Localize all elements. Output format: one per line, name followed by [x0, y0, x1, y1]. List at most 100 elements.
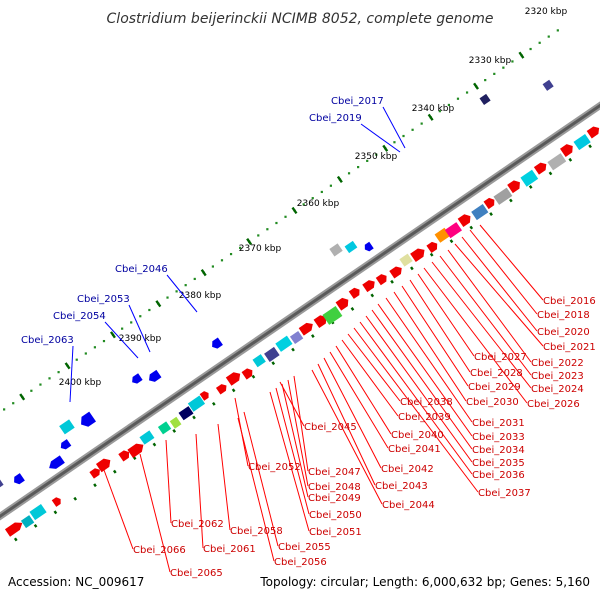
scale-dot [329, 184, 332, 187]
gene-label: Cbei_2033 [472, 432, 525, 443]
inner-tick [469, 225, 474, 230]
major-tick [473, 82, 479, 90]
gene-label: Cbei_2058 [230, 526, 283, 537]
scale-label: 2370 kbp [239, 244, 282, 254]
scale-label: 2340 kbp [412, 104, 455, 114]
gene-feature [362, 280, 375, 293]
scale-dot [465, 91, 469, 94]
scale-dot [556, 29, 559, 32]
gene-label: Cbei_2028 [470, 368, 523, 379]
scale-track: 2320 kbp 2330 kbp 2340 kbp 2350 kbp 2360 kbp… [3, 7, 592, 542]
gene-label: Cbei_2024 [531, 384, 584, 395]
gene-label: Cbei_2065 [170, 568, 223, 579]
scale-dot [257, 234, 260, 237]
label-leader [217, 423, 231, 531]
gene-label: Cbei_2039 [398, 412, 451, 423]
inner-tick [568, 157, 573, 162]
scale-dot [366, 159, 369, 162]
gene-arrow [4, 522, 23, 537]
label-leader [377, 303, 473, 437]
label-leader [69, 345, 74, 403]
gene-feature [547, 153, 567, 171]
inner-tick [548, 171, 553, 176]
gene-feature [127, 443, 144, 458]
gene-feature [49, 455, 65, 469]
gene-arrow [118, 450, 130, 462]
gene-arrow [60, 439, 72, 450]
gene-labels: Cbei_2017 Cbei_2019 Cbei_2046 Cbei_2053 Cbei… [21, 96, 596, 579]
gene-feature [14, 473, 25, 485]
label-leader [195, 433, 204, 549]
gene-arrow [95, 458, 111, 473]
gene-label: Cbei_2055 [278, 542, 331, 553]
gene-feature [483, 197, 495, 210]
gene-arrow [483, 197, 495, 210]
scale-dot [411, 128, 414, 131]
gene-feature [81, 411, 96, 427]
label-leader [323, 357, 382, 469]
gene-label: Cbei_2022 [531, 358, 584, 369]
label-leader [371, 309, 473, 450]
gene-label: Cbei_2030 [466, 397, 519, 408]
scale-dot [139, 315, 142, 318]
scale-label: 2330 kbp [469, 56, 512, 66]
scale-dot [57, 371, 60, 374]
scale-label: 2400 kbp [59, 378, 102, 388]
scale-dot [193, 277, 196, 281]
scale-dot [30, 389, 33, 392]
scale-label: 2360 kbp [297, 199, 340, 209]
gene-arrow [389, 266, 402, 279]
scale-dot [538, 41, 541, 44]
label-leader [409, 279, 471, 373]
gene-feature [215, 384, 227, 395]
scale-dot [93, 346, 97, 349]
label-leader [293, 375, 309, 472]
gene-label: Cbei_2020 [537, 327, 590, 338]
gene-label: Cbei_2050 [309, 510, 362, 521]
scale-dot [102, 339, 106, 343]
scale-dot [511, 60, 514, 63]
gene-box [169, 416, 182, 429]
gene-label: Cbei_2037 [478, 488, 531, 499]
gene-feature [542, 79, 554, 91]
gene-label: Cbei_2063 [21, 335, 74, 346]
gene-label: Cbei_2035 [472, 458, 525, 469]
inner-tick [231, 388, 236, 393]
gene-feature [444, 222, 462, 239]
gene-feature [493, 187, 513, 205]
scale-dot [130, 321, 133, 324]
scale-dot [184, 284, 187, 287]
major-tick [291, 206, 298, 215]
gene-box [252, 354, 266, 368]
scale-dot [48, 377, 51, 380]
gene-feature [335, 297, 349, 311]
gene-arrow [51, 497, 61, 507]
gene-feature [169, 416, 182, 429]
major-tick [64, 362, 71, 370]
label-leader [128, 304, 151, 353]
gene-arrow [560, 144, 573, 157]
scale-dot [311, 197, 314, 200]
scale-dot [493, 72, 496, 75]
label-leader [165, 439, 172, 524]
gene-feature [252, 354, 266, 368]
inner-tick [390, 279, 394, 284]
gene-label: Cbei_2052 [248, 462, 301, 473]
gene-arrow [348, 287, 360, 299]
scale-dot [402, 134, 405, 138]
gene-label: Cbei_2043 [375, 481, 428, 492]
gene-box [178, 406, 194, 421]
gene-box [322, 305, 343, 325]
gene-feature [507, 180, 520, 194]
gene-box [471, 204, 489, 221]
gene-feature [298, 322, 313, 336]
label-leader [311, 369, 383, 505]
gene-box [289, 330, 304, 345]
label-leader [104, 321, 139, 359]
label-leader [335, 345, 392, 435]
gene-arrow [507, 180, 520, 194]
scale-label: 2350 kbp [355, 152, 398, 162]
label-leader [365, 315, 473, 463]
major-tick [155, 300, 162, 308]
